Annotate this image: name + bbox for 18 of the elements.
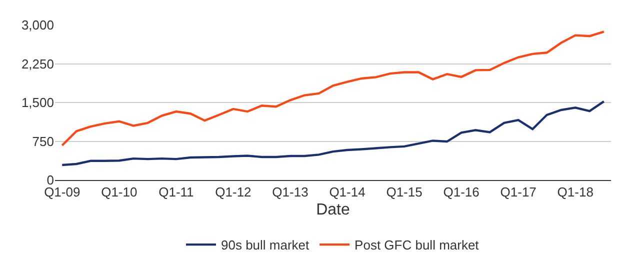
x-tick-label: Q1-17 (500, 184, 536, 200)
y-tick-label: 1,500 (21, 95, 54, 110)
x-tick-label: Q1-10 (101, 184, 138, 200)
line-series (61, 100, 605, 166)
x-tick-label: Q1-13 (272, 184, 308, 200)
legend-label: 90s bull market (221, 238, 310, 253)
legend-label: Post GFC bull market (354, 238, 480, 253)
x-tick-label: Q1-14 (329, 184, 366, 200)
x-axis-title: Date (316, 201, 350, 218)
x-tick-label: Q1-18 (557, 184, 594, 200)
x-tick-label: Q1-16 (443, 184, 480, 200)
x-tick-label: Q1-15 (386, 184, 422, 200)
y-tick-label: 2,250 (21, 56, 54, 72)
x-tick-label: Q1-12 (215, 184, 252, 200)
y-tick-label: 750 (32, 134, 54, 149)
x-tick-label: Q1-11 (158, 184, 194, 200)
line-series (61, 30, 605, 146)
y-tick-label: 3,000 (21, 18, 54, 33)
